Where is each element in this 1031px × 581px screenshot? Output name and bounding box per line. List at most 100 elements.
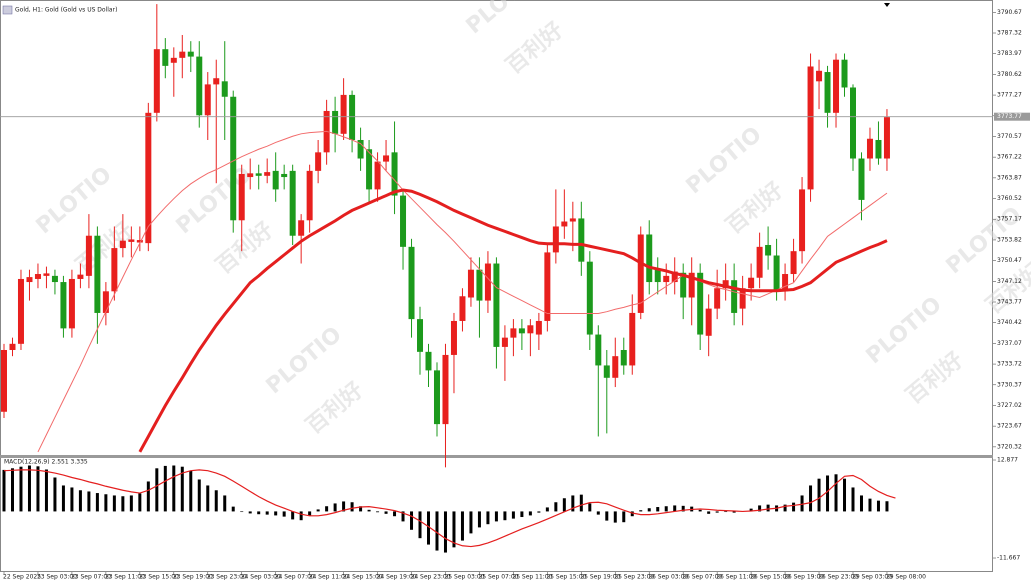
candle-body (60, 282, 67, 329)
shift-marker (884, 3, 890, 7)
macd-bar (248, 511, 252, 514)
y-tick-label: 3763.87 (997, 174, 1022, 181)
x-tick-label: 25 Sep 03:00 (444, 574, 484, 581)
signal-line (3, 469, 896, 548)
macd-bar (376, 511, 380, 513)
macd-bar (333, 503, 337, 512)
macd-bar (834, 474, 838, 512)
candle-body (799, 189, 806, 252)
y-tick-label: 3790.67 (997, 9, 1022, 16)
macd-bar (859, 495, 863, 512)
x-tick-label: 25 Sep 07:00 (478, 574, 518, 581)
macd-bar (163, 465, 167, 512)
candle-body (272, 170, 279, 190)
candle-body (136, 240, 143, 243)
macd-bar (656, 507, 660, 512)
macd-bar (452, 511, 456, 548)
macd-bar (393, 511, 397, 517)
y-tick-label: 3767.22 (997, 154, 1022, 161)
candle-body (187, 51, 194, 57)
candle-body (255, 173, 262, 176)
candle-body (476, 269, 483, 301)
macd-bar (545, 507, 549, 512)
macd-bar (104, 494, 108, 512)
candle-body (484, 263, 491, 301)
candle-body (875, 139, 882, 159)
macd-bar (214, 490, 218, 512)
macd-bar (783, 504, 787, 512)
candle-body (816, 70, 823, 82)
candle-body (102, 291, 109, 313)
macd-bar (749, 508, 753, 512)
x-tick-label: 29 Sep 03:00 (852, 574, 892, 581)
candle-body (26, 277, 33, 283)
macd-bar (876, 500, 880, 512)
candle-body (773, 255, 780, 292)
macd-bar (308, 511, 312, 516)
macd-bar (257, 511, 261, 515)
candle-body (501, 337, 508, 347)
price-label: 3773.77 (997, 113, 1022, 120)
candle-body (731, 280, 738, 313)
candle-body (510, 328, 517, 338)
candle-body (824, 72, 831, 113)
y-tick-label: 3770.57 (997, 133, 1022, 140)
macd-bar (384, 511, 388, 514)
candle-body (357, 139, 364, 159)
macd-bar (410, 511, 414, 530)
macd-bar (359, 506, 363, 512)
macd-bar (571, 495, 575, 512)
x-tick-label: 24 Sep 07:00 (275, 574, 315, 581)
candle-body (400, 195, 407, 247)
candle-body (332, 110, 339, 134)
macd-bar (766, 504, 770, 512)
macd-bar (477, 511, 481, 528)
x-tick-label: 25 Sep 15:00 (546, 574, 586, 581)
candle-body (586, 261, 593, 335)
macd-bar (53, 477, 57, 512)
macd-bar (647, 508, 651, 512)
candle-body (349, 94, 356, 140)
x-tick-label: 23 Sep 07:00 (71, 574, 111, 581)
candle-body (663, 275, 670, 283)
x-tick-label: 22 Sep 2025 (3, 574, 41, 581)
macd-bar (291, 511, 295, 520)
candle-body (680, 272, 687, 298)
macd-bar (155, 468, 159, 512)
macd-bar (240, 511, 244, 513)
x-tick-label: 25 Sep 19:00 (580, 574, 620, 581)
x-tick-label: 26 Sep 23:00 (818, 574, 858, 581)
macd-bar (197, 479, 201, 512)
macd-bar (792, 502, 796, 512)
macd-bar (206, 485, 210, 512)
y2-tick-label: 12.877 (997, 457, 1018, 464)
candle-body (493, 263, 500, 347)
macd-bar (588, 503, 592, 512)
y-tick-label: 3730.37 (997, 381, 1022, 388)
macd-bar (325, 506, 329, 512)
macd-bar (809, 485, 813, 512)
macd-bar (554, 502, 558, 512)
candle-body (714, 288, 721, 309)
x-tick-label: 23 Sep 19:00 (173, 574, 213, 581)
macd-bar (112, 495, 116, 512)
macd-bar (146, 481, 150, 512)
macd-bar (639, 510, 643, 512)
x-tick-label: 26 Sep 19:00 (784, 574, 824, 581)
candle-body (85, 235, 92, 276)
x-tick-label: 23 Sep 23:00 (207, 574, 247, 581)
candle-body (569, 218, 576, 222)
x-tick-label: 23 Sep 03:00 (37, 574, 77, 581)
macd-bar (579, 494, 583, 512)
macd-bar (435, 511, 439, 551)
macd-bar (486, 511, 490, 525)
y-tick-label: 3733.72 (997, 361, 1022, 368)
candle-body (858, 158, 865, 200)
candle-body (433, 370, 440, 425)
candle-body (315, 152, 322, 171)
macd-bar (443, 511, 447, 553)
y-tick-label: 3737.07 (997, 340, 1022, 347)
macd-bar (265, 511, 269, 515)
macd-bar (562, 498, 566, 512)
